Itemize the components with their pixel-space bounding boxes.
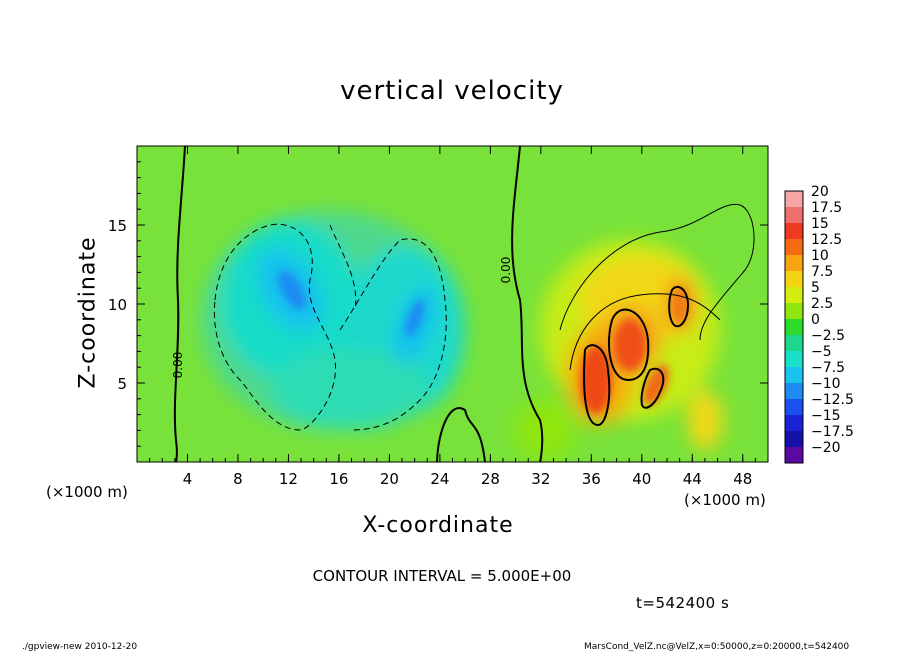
colorbar-label: −10 xyxy=(811,376,841,392)
colorbar-label: 2.5 xyxy=(811,296,833,312)
chart-title: vertical velocity xyxy=(340,76,564,106)
footer-right: MarsCond_VelZ.nc@VelZ,x=0:50000,z=0:2000… xyxy=(584,642,850,652)
colorbar-label: 10 xyxy=(811,248,829,264)
x-tick-label: 12 xyxy=(279,470,298,488)
heatmap-field xyxy=(137,146,768,462)
colorbar-swatch xyxy=(785,447,803,463)
colorbar-label: 17.5 xyxy=(811,200,842,216)
x-tick-label: 40 xyxy=(632,470,651,488)
colorbar-swatch xyxy=(785,415,803,431)
x-tick-label: 8 xyxy=(233,470,243,488)
colorbar-swatch xyxy=(785,319,803,335)
time-text: t=542400 s xyxy=(636,594,730,612)
colorbar-frame xyxy=(784,190,804,464)
colorbar-swatch xyxy=(785,367,803,383)
colorbar-label: 7.5 xyxy=(811,264,833,280)
x-tick-label: 24 xyxy=(430,470,449,488)
colorbar-label: −5 xyxy=(811,344,832,360)
colorbar-label: −15 xyxy=(811,408,841,424)
x-tick-marks xyxy=(136,146,769,462)
colorbar-swatch xyxy=(785,431,803,447)
colorbar-label: −12.5 xyxy=(811,392,854,408)
x-tick-label: 20 xyxy=(380,470,399,488)
colorbar-swatch xyxy=(785,303,803,319)
colorbar-swatch xyxy=(785,287,803,303)
y-tick-label: 10 xyxy=(108,296,127,314)
colorbar-swatch xyxy=(785,255,803,271)
colorbar-swatch xyxy=(785,335,803,351)
y-axis-label: Z-coordinate xyxy=(75,236,101,389)
x-axis-label: X-coordinate xyxy=(362,513,514,538)
colorbar-label: 12.5 xyxy=(811,232,842,248)
colorbar-swatch xyxy=(785,207,803,223)
x-tick-label: 36 xyxy=(582,470,601,488)
colorbar: 2017.51512.5107.552.50−2.5−5−7.5−10−12.5… xyxy=(784,184,854,464)
colorbar-label: −2.5 xyxy=(811,328,845,344)
x-tick-label: 32 xyxy=(531,470,550,488)
colorbar-label: 15 xyxy=(811,216,829,232)
colorbar-label: 20 xyxy=(811,184,829,200)
x-tick-label: 44 xyxy=(683,470,702,488)
x-unit-right: (×1000 m) xyxy=(684,491,766,509)
x-tick-label: 48 xyxy=(733,470,752,488)
colorbar-swatch xyxy=(785,271,803,287)
contour-label: 0.00 xyxy=(499,257,513,284)
colorbar-swatch xyxy=(785,239,803,255)
colorbar-label: −17.5 xyxy=(811,424,854,440)
colorbar-label: 0 xyxy=(811,312,820,328)
y-tick-labels: 5 10 15 xyxy=(108,217,127,393)
contour-interval-text: CONTOUR INTERVAL = 5.000E+00 xyxy=(312,567,572,585)
x-unit-left: (×1000 m) xyxy=(46,483,128,501)
colorbar-swatch xyxy=(785,191,803,207)
y-tick-label: 5 xyxy=(117,375,127,393)
colorbar-swatch xyxy=(785,383,803,399)
colorbar-swatch xyxy=(785,223,803,239)
x-tick-labels: 4 8 12 16 20 24 28 32 36 40 44 48 xyxy=(183,470,753,488)
contour-label: 0.00 xyxy=(171,352,185,379)
colorbar-label: 5 xyxy=(811,280,820,296)
y-tick-marks xyxy=(137,145,768,463)
colorbar-label: −20 xyxy=(811,440,841,456)
colorbar-label: −7.5 xyxy=(811,360,845,376)
footer-left: ./gpview-new 2010-12-20 xyxy=(22,642,138,652)
x-tick-label: 16 xyxy=(329,470,348,488)
x-tick-label: 4 xyxy=(183,470,193,488)
y-tick-label: 15 xyxy=(108,217,127,235)
colorbar-swatch xyxy=(785,351,803,367)
colorbar-swatch xyxy=(785,399,803,415)
x-tick-label: 28 xyxy=(481,470,500,488)
